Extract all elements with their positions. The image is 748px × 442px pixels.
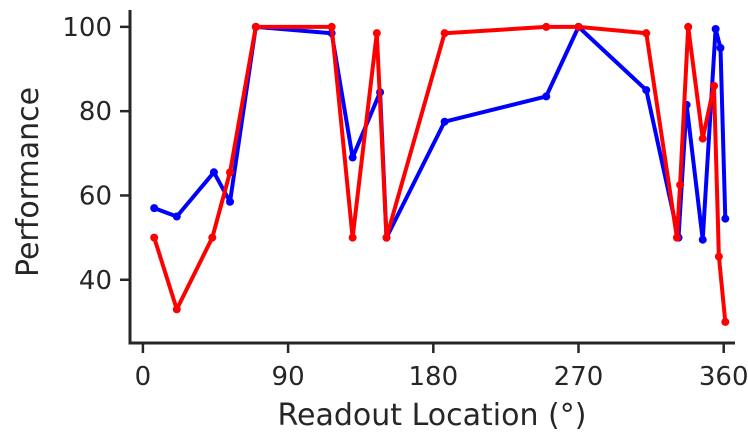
data-point xyxy=(542,92,551,101)
data-point xyxy=(676,180,685,189)
data-point xyxy=(251,22,260,31)
data-point xyxy=(698,134,707,143)
data-point xyxy=(714,252,723,261)
data-point xyxy=(574,22,583,31)
data-point xyxy=(642,86,651,95)
x-tick-label: 90 xyxy=(272,362,305,392)
x-tick-label: 180 xyxy=(408,362,458,392)
y-tick-label: 80 xyxy=(79,97,112,127)
data-point xyxy=(226,197,235,206)
data-point xyxy=(150,204,159,213)
y-tick-label: 100 xyxy=(62,13,112,43)
series-line xyxy=(152,24,728,324)
data-point xyxy=(172,305,181,314)
data-point xyxy=(642,29,651,38)
data-point xyxy=(711,24,720,33)
data-point xyxy=(327,22,336,31)
data-point xyxy=(372,29,381,38)
y-tick-label: 60 xyxy=(79,181,112,211)
data-point xyxy=(716,43,725,52)
y-tick-label: 40 xyxy=(79,266,112,296)
data-point xyxy=(150,233,159,242)
data-point xyxy=(209,168,218,177)
data-point xyxy=(348,153,357,162)
data-point xyxy=(382,233,391,242)
data-point xyxy=(226,168,235,177)
data-point xyxy=(672,233,681,242)
x-tick-label: 0 xyxy=(135,362,152,392)
data-point xyxy=(684,22,693,31)
data-point xyxy=(208,233,217,242)
x-tick-label: 360 xyxy=(699,362,748,392)
data-point xyxy=(440,117,449,126)
data-point xyxy=(698,235,707,244)
axes: 0 90 180 270 360 40 60 80 100 xyxy=(62,10,748,392)
series-2 xyxy=(150,22,730,326)
data-point xyxy=(542,22,551,31)
y-axis-title: Performance xyxy=(11,87,46,277)
data-point xyxy=(348,233,357,242)
x-axis-title: Readout Location (°) xyxy=(278,398,587,433)
data-point xyxy=(710,81,719,90)
data-point xyxy=(172,212,181,221)
data-point xyxy=(440,29,449,38)
data-point xyxy=(721,214,730,223)
series-line xyxy=(152,24,728,242)
series-layer xyxy=(150,22,730,326)
x-tick-label: 270 xyxy=(554,362,604,392)
data-point xyxy=(721,317,730,326)
